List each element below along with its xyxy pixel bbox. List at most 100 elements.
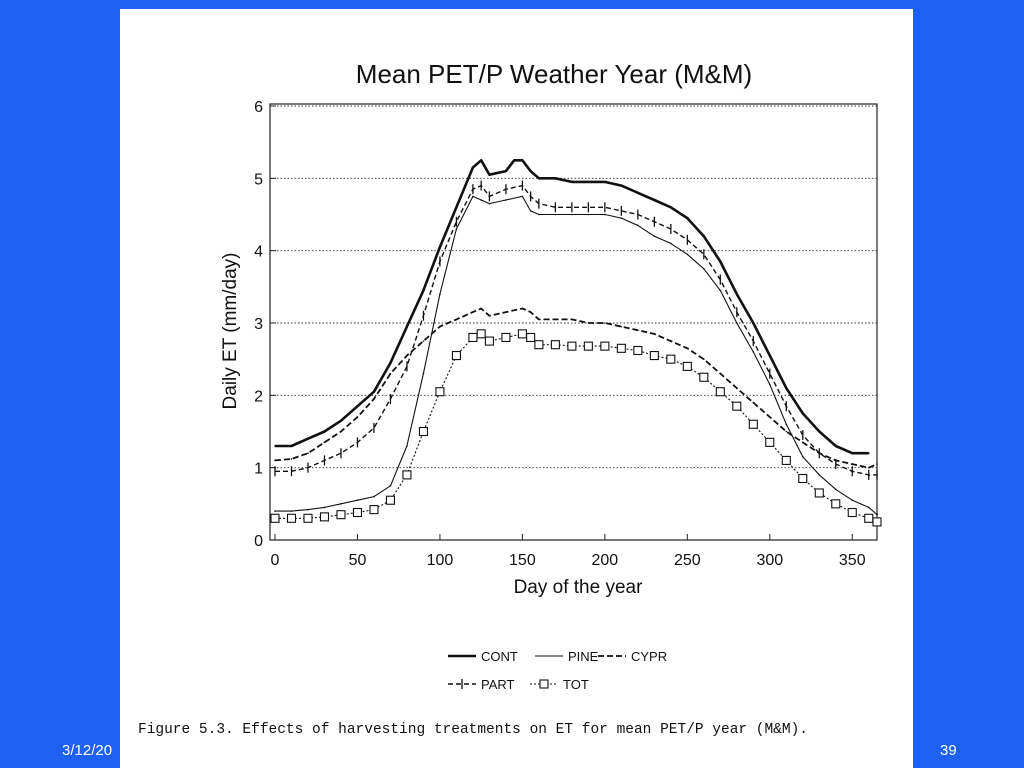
y-tick-label-0: 0	[254, 533, 263, 550]
tot-marker	[732, 401, 742, 411]
x-tick-labels: 0 50 100 150 200 250 300 350	[271, 534, 866, 569]
point-cont	[620, 184, 623, 187]
x-tick-label-4: 200	[592, 552, 619, 569]
point-cont	[406, 325, 408, 328]
point-cont	[274, 445, 276, 447]
tot-marker	[418, 426, 428, 437]
point-cypr	[851, 463, 854, 465]
point-cont	[554, 177, 557, 180]
chart-title: Mean PET/P Weather Year (M&M)	[356, 59, 752, 89]
figure-card: Mean PET/P Weather Year (M&M) Daily ET (…	[120, 9, 913, 768]
y-tick-label-6: 6	[254, 99, 263, 116]
legend-label-cont: CONT	[481, 649, 518, 664]
series-line-cypr	[274, 307, 878, 469]
point-pine	[620, 217, 623, 219]
point-cypr	[620, 325, 623, 328]
tot-marker	[352, 507, 363, 518]
tot-marker	[402, 470, 412, 480]
point-pine	[785, 423, 788, 426]
point-cont	[290, 445, 293, 447]
legend-label-cypr: CYPR	[631, 649, 667, 664]
point-pine	[480, 199, 482, 201]
point-cypr	[587, 322, 590, 324]
point-cypr	[422, 340, 425, 342]
point-cypr	[274, 459, 276, 462]
slide-date: 3/12/20	[62, 742, 113, 759]
tot-marker	[534, 340, 544, 350]
tot-marker	[369, 505, 379, 515]
point-pine	[439, 293, 441, 295]
y-tick-labels: 0 1 2 3 4 5 6	[254, 99, 276, 550]
tot-marker	[831, 499, 841, 509]
point-cont	[604, 181, 606, 183]
point-cypr	[480, 307, 482, 310]
x-tick-label-2: 100	[427, 552, 454, 569]
point-pine	[455, 228, 458, 230]
point-pine	[867, 506, 870, 509]
x-tick-label-6: 300	[756, 552, 783, 569]
tot-marker	[814, 488, 824, 498]
point-pine	[719, 289, 722, 292]
point-cypr	[290, 458, 293, 460]
tot-marker	[270, 513, 280, 523]
point-pine	[307, 508, 309, 511]
tot-marker	[336, 510, 346, 520]
x-tick-label-7: 350	[839, 552, 866, 569]
point-cypr	[554, 318, 557, 321]
point-cont	[818, 430, 821, 433]
point-cont	[801, 412, 804, 415]
tot-marker	[781, 455, 791, 465]
tot-marker	[682, 361, 692, 371]
tot-marker	[748, 419, 758, 429]
point-pine	[406, 445, 408, 447]
point-cont	[356, 405, 359, 407]
series-line-part	[275, 184, 877, 476]
slide-page-number: 39	[940, 742, 957, 759]
figure-caption: Figure 5.3. Effects of harvesting treatm…	[138, 722, 809, 738]
series-line-tot	[275, 333, 878, 523]
series-lines	[270, 159, 882, 527]
point-cont	[439, 246, 441, 248]
point-cypr	[686, 347, 689, 350]
point-cont	[768, 354, 771, 357]
point-cypr	[785, 430, 788, 433]
point-pine	[340, 503, 342, 505]
point-cont	[538, 177, 540, 180]
point-cont	[686, 217, 689, 219]
legend: CONT PINE CYPR PART TOT	[448, 649, 667, 692]
tot-marker	[385, 495, 396, 505]
point-cypr	[340, 430, 342, 433]
tot-marker	[616, 343, 626, 353]
point-cont	[529, 170, 532, 172]
point-cypr	[867, 466, 870, 469]
point-pine	[529, 210, 532, 212]
tot-marker	[435, 387, 445, 397]
point-pine	[290, 510, 293, 512]
point-pine	[670, 242, 672, 245]
x-tick-label-1: 50	[349, 552, 367, 569]
point-cypr	[801, 441, 804, 444]
point-cypr	[488, 314, 491, 317]
legend-label-pine: PINE	[568, 649, 599, 664]
point-cont	[670, 206, 672, 209]
point-pine	[571, 213, 573, 216]
point-cont	[513, 159, 515, 162]
point-pine	[834, 488, 837, 491]
point-pine	[653, 235, 656, 237]
y-tick-label-3: 3	[254, 316, 263, 333]
point-cypr	[455, 318, 458, 321]
tot-marker	[765, 437, 775, 447]
series-line-cont	[275, 159, 869, 455]
point-cypr	[719, 372, 722, 375]
tot-marker	[517, 329, 527, 339]
point-cont	[719, 260, 722, 263]
point-pine	[604, 213, 606, 216]
point-cypr	[307, 452, 309, 455]
tot-marker	[567, 341, 577, 351]
legend-marker-tot	[539, 679, 549, 689]
point-cypr	[670, 340, 672, 342]
point-cont	[867, 452, 870, 455]
point-pine	[389, 484, 392, 487]
tot-marker	[550, 340, 560, 350]
point-cypr	[538, 318, 540, 321]
